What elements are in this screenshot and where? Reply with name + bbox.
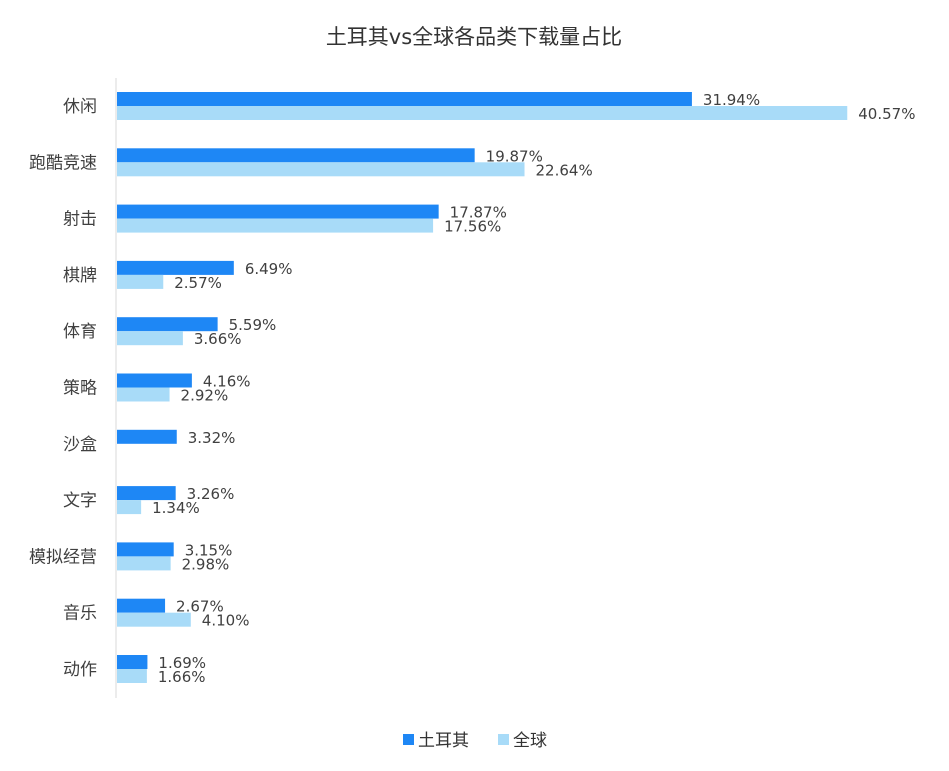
data-label: 4.16% <box>203 373 251 391</box>
data-label: 2.57% <box>174 274 222 292</box>
bar-global <box>117 556 171 571</box>
bar-turkey <box>117 655 148 669</box>
category-label: 模拟经营 <box>29 547 97 567</box>
data-label: 40.57% <box>858 105 915 123</box>
category-label: 跑酷竞速 <box>29 153 97 173</box>
legend-label: 土耳其 <box>418 731 469 751</box>
data-label: 19.87% <box>486 147 543 165</box>
data-label: 1.66% <box>158 668 206 686</box>
data-label: 3.32% <box>188 429 236 447</box>
category-label: 射击 <box>63 210 97 230</box>
category-label: 动作 <box>63 660 97 680</box>
bar-turkey <box>117 260 234 275</box>
data-label: 5.59% <box>229 316 277 334</box>
data-label: 3.15% <box>185 541 233 559</box>
category-label: 休闲 <box>63 97 97 117</box>
bar-turkey <box>117 486 176 501</box>
category-label: 文字 <box>63 491 97 511</box>
bar-turkey <box>117 92 692 106</box>
bar-turkey <box>117 317 218 332</box>
category-label: 音乐 <box>63 604 97 624</box>
bar-turkey <box>117 148 475 163</box>
legend-label: 全球 <box>513 731 547 751</box>
data-label: 1.69% <box>158 654 206 672</box>
bar-global <box>117 218 434 233</box>
data-label: 1.34% <box>152 499 200 517</box>
data-label: 6.49% <box>245 260 293 278</box>
bar-global <box>117 387 170 402</box>
bar-global <box>117 331 183 346</box>
bar-turkey <box>117 542 174 557</box>
legend: 土耳其 全球 <box>403 731 547 751</box>
data-label: 2.92% <box>181 387 229 405</box>
data-label: 3.26% <box>187 485 235 503</box>
bar-turkey <box>117 598 166 613</box>
bars-layer: 31.94% 40.57% 19.87%22.64% 17.87%17.56% 6.49… <box>117 91 915 686</box>
category-label: 沙盒 <box>63 435 97 455</box>
bar-turkey <box>117 204 439 219</box>
data-label: 4.10% <box>202 612 250 630</box>
bar-global <box>117 162 525 177</box>
category-label: 策略 <box>63 379 97 399</box>
data-label: 31.94% <box>703 91 760 109</box>
bar-global <box>117 612 191 627</box>
data-label: 2.67% <box>176 598 224 616</box>
legend-swatch <box>498 734 509 745</box>
data-label: 17.56% <box>444 218 501 236</box>
bar-turkey <box>117 429 177 444</box>
data-label: 2.98% <box>182 555 230 573</box>
bar-turkey <box>117 373 192 388</box>
category-label: 体育 <box>63 322 97 342</box>
data-label: 3.66% <box>194 330 242 348</box>
data-label: 22.64% <box>536 161 593 179</box>
category-label: 棋牌 <box>63 266 97 286</box>
bar-global <box>117 500 142 515</box>
bar-global <box>117 106 848 120</box>
bar-global <box>117 274 164 289</box>
legend-swatch <box>403 734 414 745</box>
chart-title: 土耳其vs全球各品类下载量占比 <box>326 25 622 49</box>
bar-global <box>117 669 147 683</box>
data-label: 17.87% <box>450 204 507 222</box>
